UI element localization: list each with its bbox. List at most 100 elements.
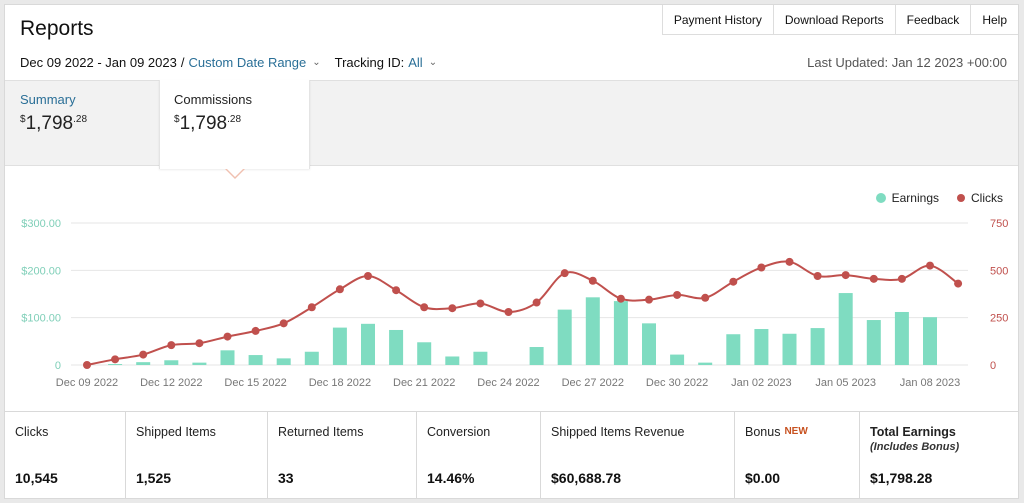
earnings-bar: [136, 362, 151, 365]
clicks-point: [757, 263, 766, 272]
stats-row: Clicks 10,545 Shipped Items 1,525 Returned…: [5, 411, 1018, 499]
filter-bar: Dec 09 2022 - Jan 09 2023 / Custom Date …: [20, 55, 451, 70]
top-nav: Payment History Download Reports Feedbac…: [661, 5, 1018, 35]
clicks-point: [420, 303, 429, 312]
tabs-band: [5, 80, 1018, 166]
earnings-bar: [304, 351, 319, 365]
y-left-tick-label: $300.00: [21, 218, 61, 230]
chevron-down-icon[interactable]: ⌄: [312, 57, 321, 68]
clicks-point: [616, 294, 625, 303]
y-right-tick-label: 750: [990, 218, 1008, 230]
x-tick-label: Dec 15 2022: [224, 377, 286, 389]
clicks-point: [167, 341, 176, 350]
earnings-bar: [220, 350, 235, 365]
x-tick-label: Jan 05 2023: [815, 377, 876, 389]
earnings-bar: [417, 342, 432, 365]
help-link[interactable]: Help: [982, 13, 1007, 27]
chevron-down-icon[interactable]: ⌄: [428, 57, 438, 68]
clicks-point: [251, 326, 260, 335]
commissions-amount: $1,798.28: [174, 113, 242, 134]
tab-summary[interactable]: Summary $1,798.28: [20, 92, 87, 135]
clicks-point: [448, 304, 457, 313]
stat-shipped-items: Shipped Items 1,525: [126, 412, 268, 499]
x-tick-label: Dec 21 2022: [393, 377, 455, 389]
earnings-bar: [164, 360, 179, 365]
earnings-bar: [557, 309, 572, 365]
tracking-id-dropdown[interactable]: All: [408, 55, 423, 70]
earnings-bar: [782, 333, 797, 365]
last-updated: Last Updated: Jan 12 2023 +00:00: [807, 55, 1007, 70]
clicks-point: [813, 272, 822, 281]
chart-legend: Earnings Clicks: [858, 191, 1003, 205]
earnings-dot-icon: [875, 193, 886, 203]
clicks-point: [785, 257, 794, 266]
stat-clicks: Clicks 10,545: [5, 412, 126, 499]
download-reports-link[interactable]: Download Reports: [774, 5, 896, 34]
clicks-point: [897, 274, 906, 283]
stat-shipped-revenue: Shipped Items Revenue $60,688.78: [541, 412, 735, 499]
clicks-point: [588, 276, 597, 285]
y-right-tick-label: 250: [990, 313, 1008, 325]
earnings-bar: [445, 356, 460, 365]
clicks-line: [86, 260, 959, 366]
clicks-point: [673, 290, 682, 299]
earnings-bar: [894, 311, 909, 365]
y-left-tick-label: $100.00: [21, 313, 61, 325]
legend-clicks[interactable]: Clicks: [957, 191, 1003, 205]
clicks-point: [532, 298, 541, 307]
clicks-point: [139, 350, 148, 359]
clicks-point: [307, 303, 316, 312]
earnings-bar: [473, 351, 488, 365]
earnings-bar: [754, 329, 769, 365]
clicks-point: [701, 293, 710, 302]
clicks-dot-icon: [957, 194, 965, 202]
x-tick-label: Dec 30 2022: [646, 377, 708, 389]
clicks-point: [195, 339, 204, 348]
earnings-bar: [529, 347, 544, 365]
earnings-bar: [698, 362, 713, 365]
earnings-bar: [389, 329, 404, 365]
y-left-tick-label: 0: [55, 360, 61, 372]
reports-panel: Reports Payment History Download Reports…: [4, 4, 1019, 499]
earnings-bar: [642, 323, 656, 365]
earnings-bar: [838, 293, 853, 365]
x-tick-label: Dec 27 2022: [562, 377, 624, 389]
legend-earnings[interactable]: Earnings: [875, 191, 939, 205]
x-tick-label: Jan 02 2023: [731, 377, 792, 389]
clicks-point: [560, 269, 569, 278]
y-left-tick-label: $200.00: [21, 265, 61, 277]
earnings-bar: [923, 317, 937, 365]
date-range-text: Dec 09 2022 - Jan 09 2023: [20, 55, 177, 70]
clicks-point: [279, 319, 288, 328]
earnings-bar: [108, 364, 123, 365]
earnings-bar: [192, 362, 207, 365]
x-tick-label: Dec 12 2022: [140, 377, 202, 389]
date-separator: /: [180, 55, 185, 70]
stat-bonus: Bonus NEW $0.00: [735, 412, 860, 499]
payment-history-link[interactable]: Payment History: [663, 5, 774, 34]
clicks-point: [645, 295, 653, 304]
clicks-point: [504, 307, 513, 316]
clicks-point: [841, 271, 850, 280]
earnings-bar: [810, 328, 825, 365]
custom-date-range-dropdown[interactable]: Custom Date Range: [188, 55, 307, 70]
new-badge: NEW: [784, 426, 808, 437]
tab-commissions[interactable]: Commissions $1,798.28: [159, 80, 310, 169]
summary-amount: $1,798.28: [20, 113, 88, 134]
tracking-id-label: Tracking ID:: [334, 55, 405, 70]
x-tick-label: Dec 24 2022: [477, 377, 539, 389]
page-title: Reports: [20, 17, 94, 40]
stat-conversion: Conversion 14.46%: [417, 412, 541, 499]
clicks-point: [111, 355, 120, 364]
y-right-tick-label: 0: [990, 360, 996, 372]
clicks-point: [335, 285, 344, 294]
stat-total-earnings: Total Earnings (Includes Bonus) $1,798.2…: [870, 425, 960, 486]
clicks-point: [364, 272, 372, 281]
feedback-link[interactable]: Feedback: [896, 5, 972, 34]
earnings-bar: [248, 355, 263, 365]
active-tab-caret-icon: [225, 168, 245, 179]
x-tick-label: Dec 18 2022: [309, 377, 371, 389]
stat-returned-items: Returned Items 33: [268, 412, 417, 499]
clicks-point: [954, 279, 963, 288]
clicks-point: [83, 361, 91, 369]
